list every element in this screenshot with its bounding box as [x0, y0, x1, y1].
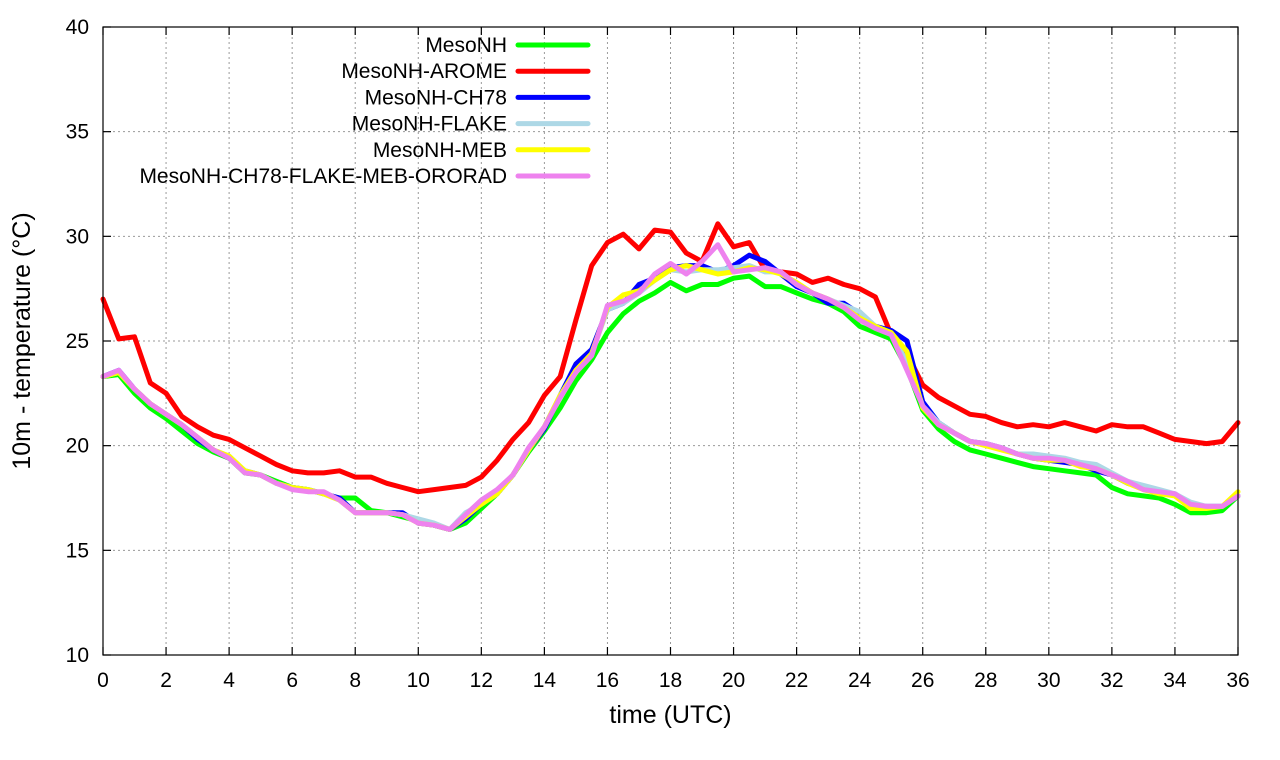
- x-tick-label: 24: [848, 669, 872, 692]
- legend-label: MesoNH-CH78-FLAKE-MEB-ORORAD: [139, 165, 507, 188]
- x-tick-label: 22: [785, 669, 808, 692]
- legend-label: MesoNH-AROME: [341, 60, 507, 83]
- tick-labels: 0 2 4 6 8 10 12 14 16 18 20 22 24 26 28 30 32 34 361015202…: [66, 16, 1250, 692]
- x-tick-label: 14: [533, 669, 557, 692]
- x-axis-title: time (UTC): [609, 701, 731, 729]
- y-tick-label: 20: [66, 435, 89, 458]
- y-tick-label: 25: [66, 330, 89, 353]
- x-tick-label: 10: [407, 669, 430, 692]
- x-tick-label: 12: [470, 669, 493, 692]
- legend-label: MesoNH: [425, 34, 507, 57]
- x-tick-label: 4: [223, 669, 235, 692]
- x-tick-label: 28: [974, 669, 997, 692]
- x-tick-label: 34: [1163, 669, 1187, 692]
- x-tick-label: 36: [1226, 669, 1249, 692]
- y-tick-label: 30: [66, 225, 89, 248]
- axis-ticks: [102, 26, 1239, 656]
- grid-lines: [103, 27, 1238, 655]
- x-tick-label: 30: [1037, 669, 1060, 692]
- x-tick-label: 26: [911, 669, 934, 692]
- series-line-6: [100, 242, 1241, 532]
- x-tick-label: 2: [160, 669, 172, 692]
- x-tick-label: 16: [596, 669, 619, 692]
- series-line-2: [100, 221, 1241, 495]
- y-tick-label: 35: [66, 121, 89, 144]
- x-tick-label: 0: [97, 669, 109, 692]
- x-tick-label: 32: [1100, 669, 1123, 692]
- y-axis-title: 10m - temperature (°C): [8, 212, 36, 469]
- y-tick-label: 15: [66, 539, 89, 562]
- legend-label: MesoNH-FLAKE: [352, 113, 507, 136]
- y-tick-label: 10: [66, 644, 89, 667]
- legend-label: MesoNH-CH78: [365, 86, 507, 109]
- x-tick-label: 20: [722, 669, 745, 692]
- series-lines: [100, 221, 1241, 532]
- x-tick-label: 8: [349, 669, 361, 692]
- y-tick-label: 40: [66, 16, 89, 39]
- x-tick-label: 6: [286, 669, 298, 692]
- x-tick-label: 18: [659, 669, 682, 692]
- legend-label: MesoNH-MEB: [373, 139, 507, 162]
- legend: MesoNH MesoNH-AROME MesoNH-CH78 MesoNH-FLAK…: [139, 34, 591, 188]
